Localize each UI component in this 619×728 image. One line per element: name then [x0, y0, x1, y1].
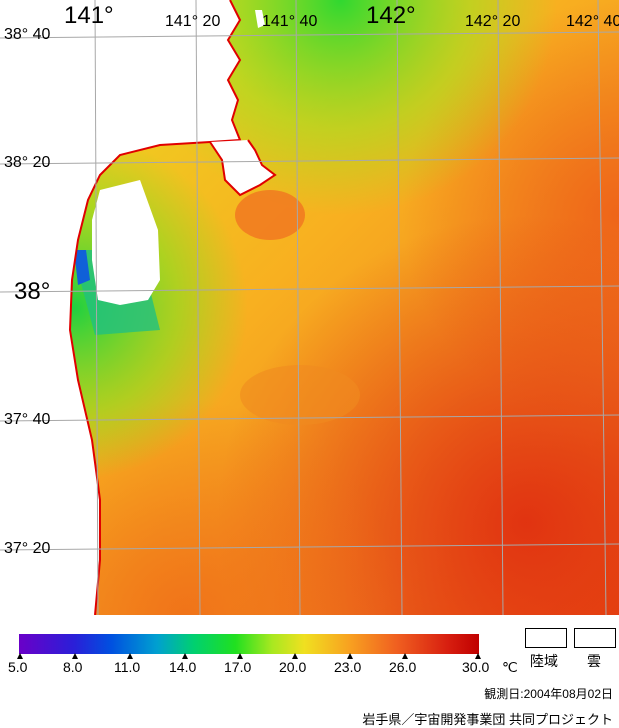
land-area: [0, 0, 240, 615]
lon-label-142-20: 142° 20: [465, 13, 521, 30]
lon-label-141-20: 141° 20: [165, 13, 221, 30]
lat-label-38: 38°: [14, 278, 51, 305]
land-legend-label: 陸域: [530, 653, 558, 669]
scale-label-20: 20.0: [279, 659, 307, 675]
scale-tick: [475, 653, 481, 659]
scale-tick: [72, 653, 78, 659]
lon-label-142-40: 142° 40: [566, 13, 619, 30]
observation-date: 観測日:2004年08月02日: [484, 687, 613, 701]
scale-label-23: 23.0: [334, 659, 362, 675]
cloud-patch: [92, 180, 160, 305]
cloud-legend-swatch: [574, 628, 616, 648]
scale-label-26: 26.0: [389, 659, 417, 675]
credit-line: 岩手県／宇宙開発事業団 共同プロジェクト: [362, 712, 613, 727]
map-canvas: [0, 0, 619, 615]
scale-tick: [182, 653, 188, 659]
scale-tick: [292, 653, 298, 659]
lon-label-142: 142°: [366, 2, 416, 29]
scale-label-5: 5.0: [8, 659, 28, 675]
scale-label-30: 30.0: [462, 659, 490, 675]
scale-tick: [237, 653, 243, 659]
color-scale-bar: [19, 634, 479, 654]
sea-surface-temperature-map: 141° 141° 20 141° 40 142° 142° 20 142° 4…: [0, 0, 619, 615]
lat-label-38-20: 38° 20: [4, 154, 51, 171]
scale-label-14: 14.0: [169, 659, 197, 675]
scale-tick: [347, 653, 353, 659]
scale-label-11: 11.0: [114, 659, 141, 675]
scale-tick: [127, 653, 133, 659]
graticule: [0, 0, 619, 615]
lat-label-37-20: 37° 20: [4, 540, 51, 557]
land-legend-swatch: [525, 628, 567, 648]
lon-label-141-40: 141° 40: [262, 13, 318, 30]
scale-tick: [402, 653, 408, 659]
lat-label-38-40: 38° 40: [4, 26, 51, 43]
lon-label-141: 141°: [64, 2, 114, 29]
temperature-unit: ℃: [502, 659, 518, 675]
temperature-color-scale: [19, 634, 479, 654]
scale-label-8: 8.0: [63, 659, 83, 675]
scale-label-17: 17.0: [224, 659, 252, 675]
lat-label-37-40: 37° 40: [4, 411, 51, 428]
cloud-legend-label: 雲: [587, 653, 601, 669]
scale-tick: [17, 653, 23, 659]
